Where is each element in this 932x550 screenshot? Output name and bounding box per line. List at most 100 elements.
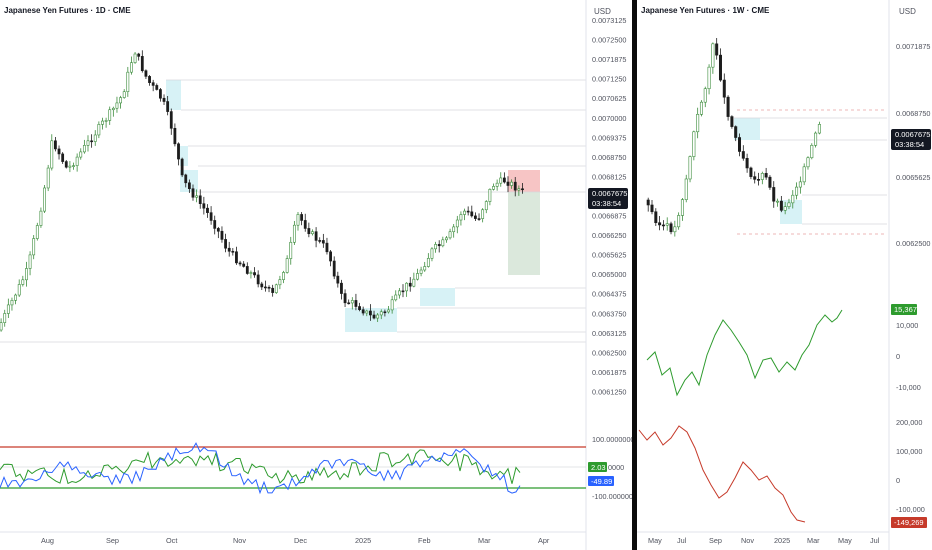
candle	[383, 311, 387, 314]
indicator-blue-value: -49.89	[591, 477, 612, 486]
low-value: -149,269	[894, 518, 924, 527]
candle	[495, 182, 499, 187]
candle	[224, 239, 227, 249]
weekly-chart-pane[interactable]: 0.0071875 0.0068750 0.0065625 0.0062500 …	[637, 0, 932, 550]
candle	[173, 127, 177, 145]
candle	[227, 247, 231, 252]
candle	[332, 260, 336, 277]
indicator-tick-suffix: 0000	[608, 463, 624, 472]
pane-divider[interactable]	[632, 0, 637, 550]
candle	[216, 228, 220, 232]
candle	[350, 300, 354, 304]
indicator-green-tag	[588, 462, 607, 472]
candle	[296, 214, 300, 226]
price-tick: 0.0071875	[896, 42, 931, 51]
indicator-blue-tag	[588, 476, 614, 486]
candle	[387, 309, 390, 313]
candle	[711, 43, 715, 68]
price-tick: 0.0065000	[592, 270, 627, 279]
candle	[260, 283, 264, 288]
candle	[75, 156, 79, 166]
daily-chart-canvas[interactable]: 0.0073125 0.0072500 0.0071875 0.0071250 0.00…	[0, 0, 632, 550]
candle	[6, 304, 10, 314]
bar-countdown: 03:38:54	[592, 199, 621, 208]
candle	[726, 96, 730, 117]
candle	[300, 214, 304, 221]
candle	[677, 215, 681, 228]
candle	[408, 282, 412, 287]
candle	[703, 88, 707, 103]
candle	[274, 284, 278, 293]
candle	[474, 215, 477, 219]
mid-indicator-line	[646, 309, 843, 397]
candle	[329, 251, 332, 262]
candle	[802, 166, 806, 183]
candle	[148, 76, 151, 83]
candle	[21, 279, 25, 285]
candle	[379, 311, 383, 316]
candle	[361, 309, 365, 314]
candle	[242, 263, 246, 267]
candle	[325, 242, 329, 253]
candle	[441, 239, 445, 247]
time-label: Mar	[478, 536, 491, 545]
candle	[213, 220, 217, 229]
indicator-blue-line	[0, 442, 521, 495]
time-label: May	[838, 536, 852, 545]
candle	[32, 238, 36, 256]
candle	[25, 268, 28, 281]
candle	[715, 43, 719, 56]
candle	[658, 222, 662, 226]
candle	[46, 167, 50, 189]
candle	[787, 202, 791, 208]
mid-tick: 10,000	[896, 321, 918, 330]
low-value-tag	[891, 517, 927, 528]
candle	[126, 71, 130, 93]
candle	[282, 272, 285, 280]
candle	[772, 187, 776, 202]
candle	[814, 132, 818, 146]
candle	[292, 224, 296, 243]
candle	[17, 284, 21, 296]
candle	[419, 269, 423, 274]
candle	[488, 189, 492, 202]
candle	[405, 282, 409, 292]
candle	[90, 140, 94, 143]
stop-loss-zone	[508, 170, 540, 192]
candle	[455, 219, 459, 228]
candle	[376, 314, 380, 319]
candle	[10, 300, 14, 306]
candle	[718, 54, 722, 81]
candle	[753, 176, 757, 180]
current-price: 0.0067675	[895, 130, 930, 139]
candle	[343, 293, 347, 304]
candle	[768, 176, 772, 188]
time-label: Jul	[677, 536, 687, 545]
time-label: 2025	[355, 536, 371, 545]
level-lines	[0, 79, 586, 343]
candle	[79, 151, 83, 158]
currency-label: USD	[899, 7, 916, 16]
candle	[155, 85, 159, 90]
daily-chart-pane[interactable]: 0.0073125 0.0072500 0.0071875 0.0071250 0.00…	[0, 0, 632, 550]
candle	[423, 266, 427, 271]
candle	[372, 314, 376, 319]
candle	[680, 199, 684, 216]
candle	[151, 82, 155, 86]
candle	[369, 310, 372, 316]
candle	[54, 140, 57, 150]
low-tick: 100,000	[896, 447, 922, 456]
candle	[730, 116, 734, 127]
candle	[463, 210, 466, 215]
daily-candles	[0, 50, 524, 332]
candle	[231, 250, 235, 253]
candle	[314, 231, 318, 241]
candle	[430, 248, 434, 259]
candle	[14, 294, 17, 301]
candle	[57, 148, 61, 155]
candle	[760, 173, 764, 180]
candle	[390, 299, 394, 311]
candle	[166, 101, 170, 112]
weekly-chart-canvas[interactable]: 0.0071875 0.0068750 0.0065625 0.0062500 …	[637, 0, 932, 550]
time-label: Nov	[741, 536, 754, 545]
